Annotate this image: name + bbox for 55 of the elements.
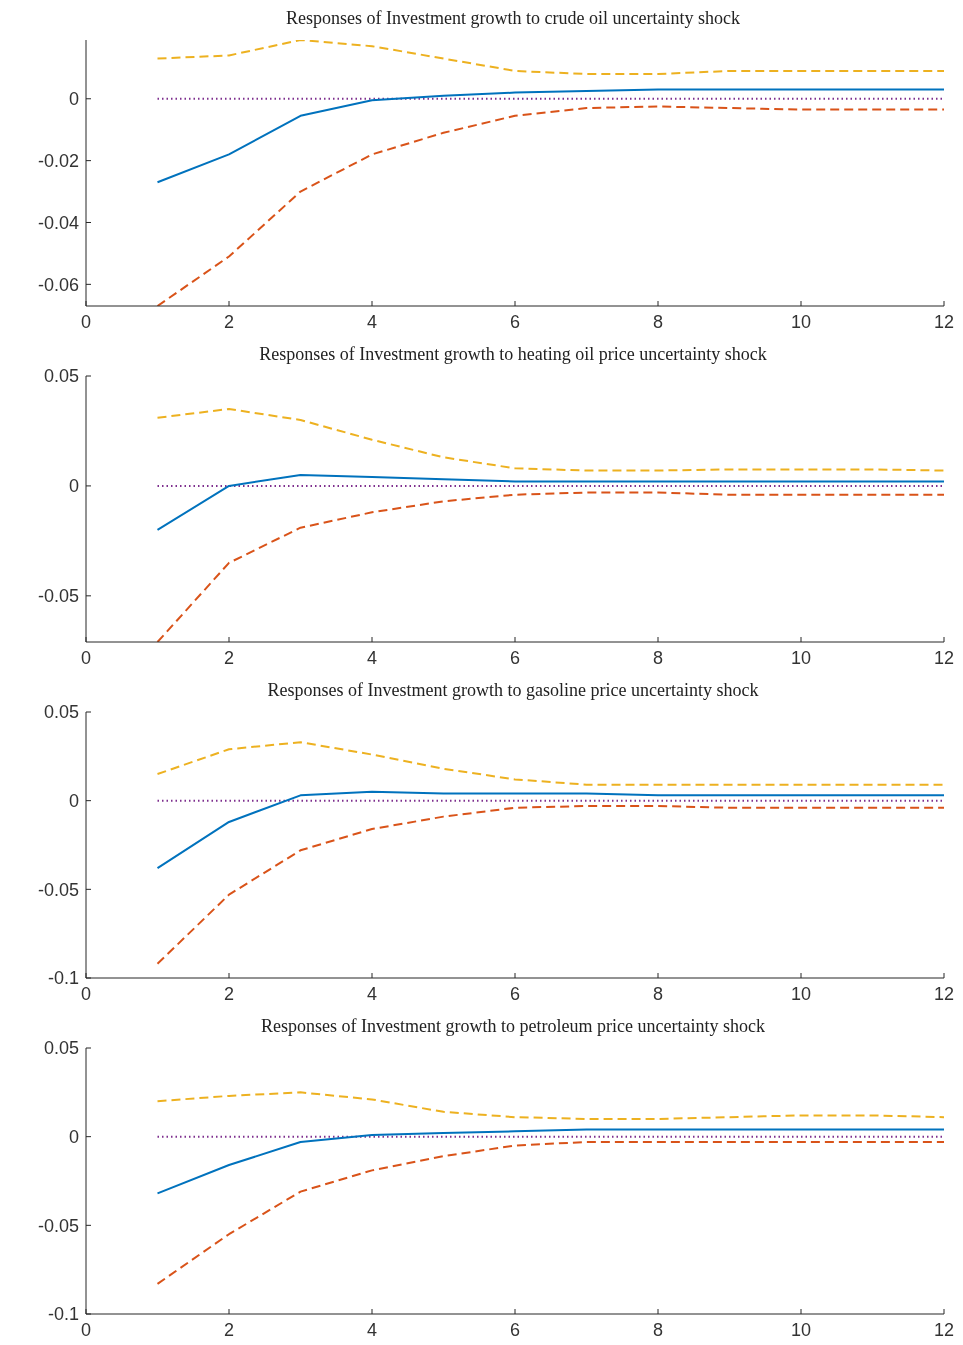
y-tick-label: 0.05 [43, 366, 79, 387]
line-series [156, 407, 944, 472]
line-series [156, 491, 944, 642]
chart-title: Responses of Investment growth to heating oil price uncertainty shock [258, 344, 768, 366]
y-tick-label: -0.06 [37, 274, 79, 295]
line-series [156, 105, 944, 306]
x-tick-label: 12 [933, 647, 955, 668]
chart-title: Responses of Investment growth to crude oil uncertainty shock [285, 8, 741, 30]
chart-title: Responses of Investment growth to gasoline price uncertainty shock [266, 680, 760, 702]
x-tick-label: 10 [790, 311, 812, 332]
x-tick-label: 8 [652, 983, 664, 1004]
y-tick-label: -0.02 [37, 151, 79, 172]
line-series [156, 741, 944, 786]
x-tick-label: 12 [933, 1319, 955, 1340]
x-tick-label: 8 [652, 1319, 664, 1340]
x-tick-label: 8 [652, 311, 664, 332]
line-series [156, 473, 944, 531]
y-tick-label: -0.05 [37, 586, 79, 607]
line-series [156, 1128, 944, 1195]
x-tick-label: 4 [366, 983, 378, 1004]
x-tick-label: 2 [223, 647, 235, 668]
chart-title: Responses of Investment growth to petroleum price uncertainty shock [260, 1016, 766, 1038]
x-tick-label: 10 [790, 983, 812, 1004]
x-tick-label: 12 [933, 983, 955, 1004]
y-tick-label: 0.05 [43, 702, 79, 723]
line-series [156, 1140, 944, 1285]
y-tick-label: 0.05 [43, 1038, 79, 1059]
x-tick-label: 12 [933, 311, 955, 332]
x-tick-label: 2 [223, 983, 235, 1004]
x-tick-label: 10 [790, 647, 812, 668]
y-tick-label: -0.05 [37, 1215, 79, 1236]
x-tick-label: 8 [652, 647, 664, 668]
x-tick-label: 4 [366, 1319, 378, 1340]
y-tick-label: -0.1 [47, 968, 79, 989]
x-tick-label: 4 [366, 311, 378, 332]
x-tick-label: 4 [366, 647, 378, 668]
line-series [156, 1091, 944, 1120]
x-tick-label: 6 [509, 1319, 521, 1340]
x-tick-label: 6 [509, 311, 521, 332]
x-tick-label: 6 [509, 983, 521, 1004]
x-tick-label: 2 [223, 311, 235, 332]
x-tick-label: 10 [790, 1319, 812, 1340]
line-series [156, 804, 944, 965]
y-tick-label: 0 [68, 1127, 79, 1148]
y-tick-label: -0.05 [37, 879, 79, 900]
line-series [156, 40, 944, 76]
y-tick-label: 0 [68, 791, 79, 812]
y-tick-label: 0 [68, 89, 79, 110]
line-series [156, 88, 944, 184]
x-tick-label: 6 [509, 647, 521, 668]
y-tick-label: 0 [68, 476, 79, 497]
y-tick-label: -0.1 [47, 1304, 79, 1325]
x-tick-label: 2 [223, 1319, 235, 1340]
line-series [156, 790, 944, 870]
y-tick-label: -0.04 [37, 212, 79, 233]
